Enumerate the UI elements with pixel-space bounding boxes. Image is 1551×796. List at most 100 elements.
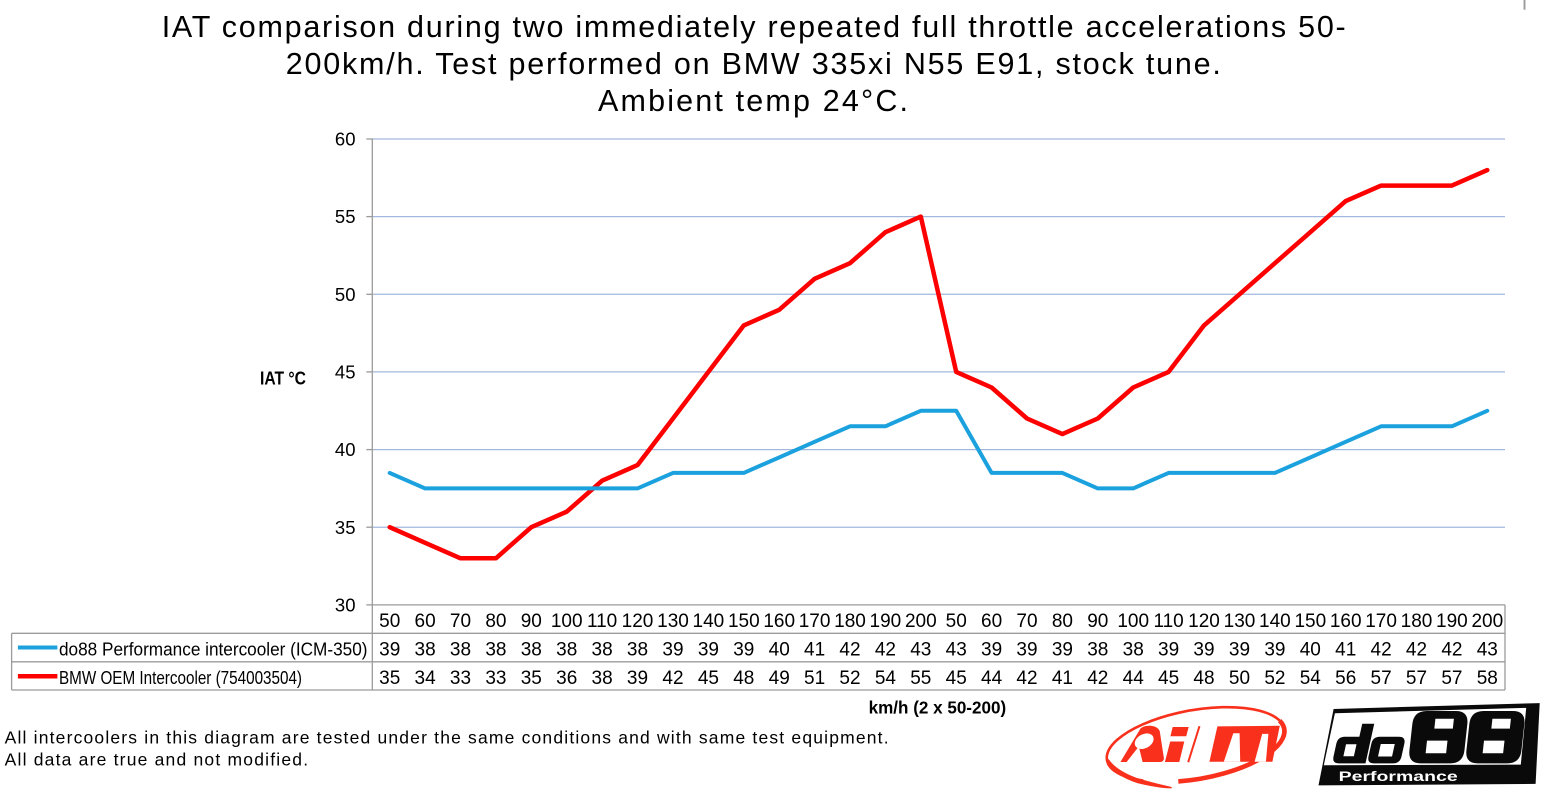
svg-text:50: 50 <box>335 284 356 305</box>
svg-text:39: 39 <box>1016 640 1037 661</box>
svg-text:38: 38 <box>627 640 648 661</box>
svg-text:130: 130 <box>1224 611 1256 632</box>
svg-text:58: 58 <box>1477 668 1498 689</box>
svg-text:80: 80 <box>1052 611 1073 632</box>
svg-text:Ambient temp 24°C.: Ambient temp 24°C. <box>598 84 908 118</box>
svg-text:200: 200 <box>905 611 937 632</box>
svg-text:42: 42 <box>1087 668 1108 689</box>
svg-text:42: 42 <box>1016 668 1037 689</box>
svg-text:km/h (2 x 50-200): km/h (2 x 50-200) <box>869 698 1007 718</box>
svg-text:100: 100 <box>551 611 583 632</box>
svg-text:39: 39 <box>1229 640 1250 661</box>
svg-text:Performance: Performance <box>1339 769 1459 784</box>
svg-text:38: 38 <box>450 640 471 661</box>
svg-text:38: 38 <box>485 640 506 661</box>
svg-text:IAT °C: IAT °C <box>260 369 306 389</box>
svg-text:80: 80 <box>485 611 506 632</box>
svg-text:33: 33 <box>450 668 471 689</box>
svg-text:200: 200 <box>1471 611 1503 632</box>
svg-text:41: 41 <box>804 640 825 661</box>
svg-text:120: 120 <box>1188 611 1220 632</box>
svg-text:35: 35 <box>521 668 542 689</box>
svg-text:30: 30 <box>335 595 356 616</box>
svg-text:170: 170 <box>799 611 831 632</box>
svg-text:45: 45 <box>698 668 719 689</box>
svg-text:150: 150 <box>1294 611 1326 632</box>
svg-text:38: 38 <box>1123 640 1144 661</box>
svg-text:60: 60 <box>335 129 356 150</box>
svg-text:35: 35 <box>335 517 356 538</box>
svg-text:110: 110 <box>587 611 617 632</box>
svg-text:38: 38 <box>521 640 542 661</box>
svg-text:200km/h. Test performed on BMW: 200km/h. Test performed on BMW 335xi N55… <box>286 47 1221 81</box>
svg-text:39: 39 <box>1158 640 1179 661</box>
svg-text:70: 70 <box>1016 611 1037 632</box>
svg-text:170: 170 <box>1365 611 1397 632</box>
svg-text:45: 45 <box>946 668 967 689</box>
svg-text:39: 39 <box>733 640 754 661</box>
svg-text:BMW OEM Intercooler (754003504: BMW OEM Intercooler (754003504) <box>59 667 302 688</box>
svg-text:54: 54 <box>1300 668 1322 689</box>
svg-text:38: 38 <box>1087 640 1108 661</box>
svg-text:48: 48 <box>733 668 754 689</box>
svg-text:48: 48 <box>1193 668 1214 689</box>
svg-text:39: 39 <box>1264 640 1285 661</box>
svg-text:39: 39 <box>379 640 400 661</box>
svg-text:42: 42 <box>875 640 896 661</box>
svg-text:70: 70 <box>450 611 471 632</box>
svg-text:43: 43 <box>946 640 967 661</box>
svg-text:140: 140 <box>1259 611 1291 632</box>
svg-text:43: 43 <box>910 640 931 661</box>
svg-text:52: 52 <box>1264 668 1285 689</box>
svg-text:51: 51 <box>804 668 825 689</box>
svg-text:150: 150 <box>728 611 760 632</box>
svg-text:42: 42 <box>1371 640 1392 661</box>
svg-text:57: 57 <box>1441 668 1462 689</box>
svg-text:50: 50 <box>1229 668 1250 689</box>
svg-text:All data are true and not modi: All data are true and not modified. <box>5 750 309 770</box>
svg-text:39: 39 <box>1052 640 1073 661</box>
svg-text:39: 39 <box>627 668 648 689</box>
svg-text:39: 39 <box>662 640 683 661</box>
svg-text:56: 56 <box>1335 668 1356 689</box>
svg-text:43: 43 <box>1477 640 1498 661</box>
svg-text:39: 39 <box>698 640 719 661</box>
svg-text:50: 50 <box>946 611 967 632</box>
svg-text:190: 190 <box>1436 611 1468 632</box>
svg-text:40: 40 <box>769 640 790 661</box>
svg-text:40: 40 <box>335 439 356 460</box>
svg-text:36: 36 <box>556 668 577 689</box>
svg-text:38: 38 <box>592 668 613 689</box>
svg-text:160: 160 <box>1330 611 1362 632</box>
svg-text:39: 39 <box>1193 640 1214 661</box>
svg-text:57: 57 <box>1371 668 1392 689</box>
svg-text:35: 35 <box>379 668 400 689</box>
svg-text:38: 38 <box>556 640 577 661</box>
svg-text:41: 41 <box>1335 640 1356 661</box>
svg-text:IAT comparison during two imme: IAT comparison during two immediately re… <box>162 10 1346 44</box>
svg-text:55: 55 <box>910 668 931 689</box>
svg-text:130: 130 <box>657 611 689 632</box>
svg-text:33: 33 <box>485 668 506 689</box>
svg-text:90: 90 <box>521 611 542 632</box>
svg-text:40: 40 <box>1300 640 1321 661</box>
svg-text:42: 42 <box>1406 640 1427 661</box>
svg-text:120: 120 <box>622 611 654 632</box>
svg-text:140: 140 <box>693 611 725 632</box>
svg-text:44: 44 <box>981 668 1003 689</box>
svg-text:180: 180 <box>1401 611 1433 632</box>
svg-text:45: 45 <box>1158 668 1179 689</box>
svg-text:60: 60 <box>415 611 436 632</box>
svg-text:100: 100 <box>1117 611 1149 632</box>
svg-text:42: 42 <box>1441 640 1462 661</box>
svg-text:180: 180 <box>834 611 866 632</box>
svg-text:do88 Performance intercooler (: do88 Performance intercooler (ICM-350) <box>59 638 368 659</box>
svg-text:42: 42 <box>839 640 860 661</box>
svg-text:55: 55 <box>335 206 356 227</box>
svg-text:42: 42 <box>662 668 683 689</box>
svg-text:160: 160 <box>763 611 795 632</box>
svg-text:90: 90 <box>1087 611 1108 632</box>
svg-text:39: 39 <box>981 640 1002 661</box>
svg-text:38: 38 <box>592 640 613 661</box>
svg-text:52: 52 <box>839 668 860 689</box>
